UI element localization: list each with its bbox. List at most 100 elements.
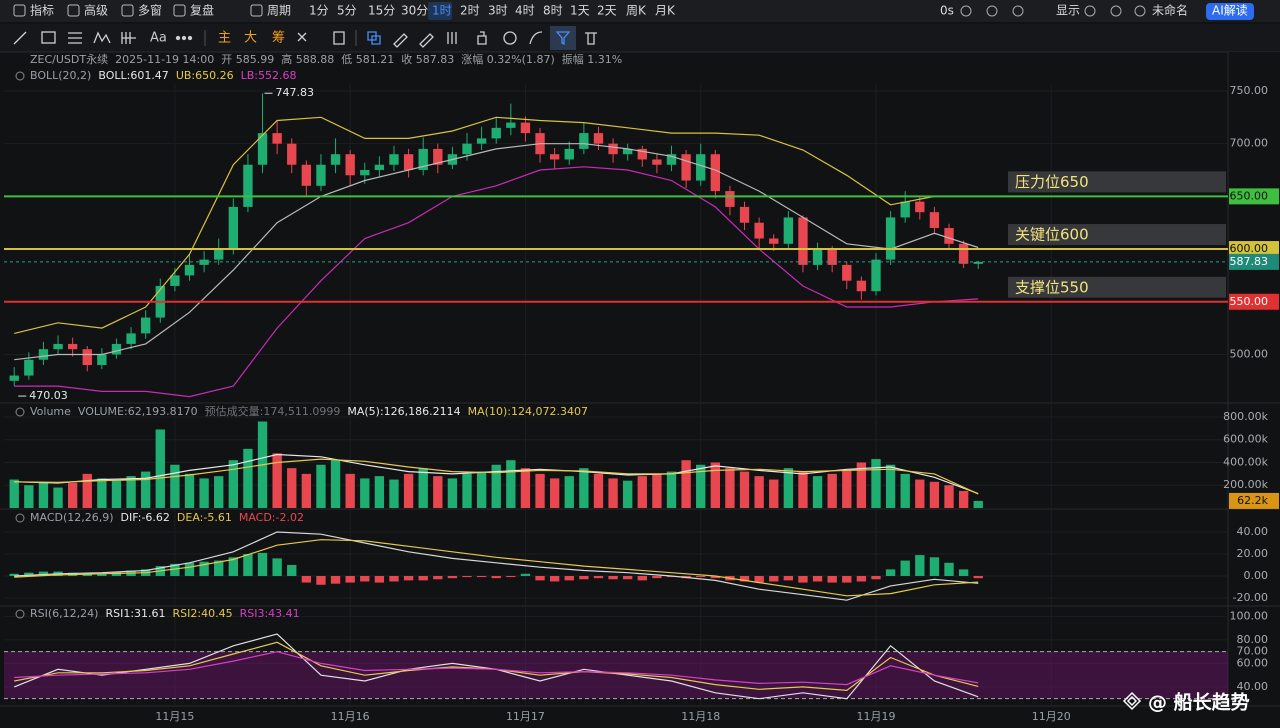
toolbar-item[interactable]: 1时 [432,4,452,18]
candle-body [214,249,224,260]
indicator-header: MACD:-2.02 [239,511,304,524]
toolbar-item[interactable]: 月K [655,4,676,18]
toolbar-item[interactable]: 15分 [368,4,395,18]
volume-bar [885,464,896,508]
toolbar-icon[interactable] [960,5,972,17]
volume-bar [710,462,720,508]
candle-body [476,138,487,144]
volume-bar [856,462,867,508]
toolbar-item[interactable]: 2天 [597,4,617,18]
level-tag [1229,188,1279,205]
volume-bar [53,487,63,508]
toolbar-item[interactable]: 0s [940,4,954,18]
volume-bar [798,471,808,508]
icon-more[interactable] [175,35,181,41]
volume-bar [389,479,399,508]
drawing-tool[interactable]: 大 [244,31,257,46]
icon-lock[interactable] [477,31,487,45]
volume-tag [1229,492,1279,509]
volume-bar [725,468,735,508]
icon-rect[interactable] [41,31,56,44]
icon-tool[interactable] [447,32,457,44]
candle-body [491,127,501,139]
ai-button-bg[interactable] [1206,3,1254,20]
toolbar-item[interactable]: 指标 [30,3,54,18]
candle-body [754,222,764,239]
icon-more[interactable] [187,35,193,41]
icon-tool[interactable] [367,31,381,45]
icon-brush[interactable] [419,33,434,48]
toolbar-icon[interactable] [1110,5,1122,17]
toolbar-item[interactable]: 30分 [401,4,428,18]
toolbar-item[interactable]: 5分 [337,4,357,18]
toolbar-item[interactable]: 未命名 [1152,3,1188,18]
toolbar-item[interactable]: 2时 [460,4,480,18]
toolbar-icon[interactable] [1012,5,1024,17]
icon-wave[interactable] [93,31,111,44]
toolbar-item[interactable]: 1分 [309,4,329,18]
toolbar-icon[interactable] [986,5,998,17]
toolbar-item[interactable]: 1天 [570,4,590,18]
icon-fib[interactable] [121,32,136,44]
y-tick-label: 400.00k [1223,455,1268,468]
toolbar-item[interactable]: 8时 [543,4,563,18]
candle-body [462,143,472,155]
toolbar-item[interactable]: 多窗 [138,4,162,18]
indicator-line [14,116,979,334]
icon-filter[interactable] [555,31,571,46]
icon-lines[interactable] [68,32,82,44]
candle-body [666,154,677,165]
header-icon [15,513,25,523]
macd-bar [243,553,253,576]
toolbar-item[interactable]: 显示 [1056,4,1080,18]
toolbar-item[interactable]: 4时 [515,4,535,18]
macd-bar [214,560,224,576]
macd-bar [535,575,545,581]
macd-bar [360,575,370,582]
volume-bar [433,476,443,508]
toolbar-item[interactable]: 复盘 [190,3,214,18]
macd-bar [958,569,969,576]
toolbar-icon[interactable] [1134,5,1146,17]
toolbar-item[interactable]: 周期 [267,4,291,18]
toolbar-item[interactable]: 3时 [488,4,508,18]
macd-bar [403,575,414,581]
active-tool-bg[interactable] [550,26,576,50]
icon-magnet[interactable] [529,31,543,45]
active-period-bg[interactable] [428,2,452,20]
drawing-tool[interactable]: 主 [218,31,231,46]
macd-bar [316,575,326,585]
icon-trash[interactable] [585,32,597,45]
level-label: 支撑位550 [1015,278,1089,296]
icon-tool[interactable] [333,31,345,45]
toolbar-item[interactable]: 周K [626,4,647,18]
drawing-tool[interactable]: 筹 [272,30,285,46]
level-tag-label: 600.00 [1230,242,1269,255]
candle-body [53,343,63,350]
indicator-line [14,166,979,398]
candle-body [564,148,574,160]
header-icon [15,609,25,619]
volume-bar [623,480,633,508]
icon-tool[interactable] [297,32,307,42]
volume-bar [900,473,910,508]
icon-line[interactable] [13,31,27,45]
volume-bar [184,473,195,508]
watermark: @ 船长趋势 [1148,691,1250,714]
candle-body [24,359,34,376]
indicator-header: 高 588.88 [281,52,334,66]
macd-bar [228,557,238,576]
volume-bar [447,478,458,508]
macd-bar [769,575,779,582]
icon-pen[interactable] [393,33,408,48]
y-tick-label: 200.00k [1223,478,1268,491]
toolbar-icon[interactable] [1084,5,1096,17]
toolbar-item[interactable]: 高级 [84,3,108,18]
candle-body [725,191,735,207]
macd-bar [856,575,867,582]
icon-eye[interactable] [503,31,517,45]
icon-more[interactable] [181,35,187,41]
toolbar-item[interactable]: AI解读 [1212,4,1248,18]
macd-bar [798,575,808,583]
drawing-tool[interactable]: Aa [150,31,167,46]
